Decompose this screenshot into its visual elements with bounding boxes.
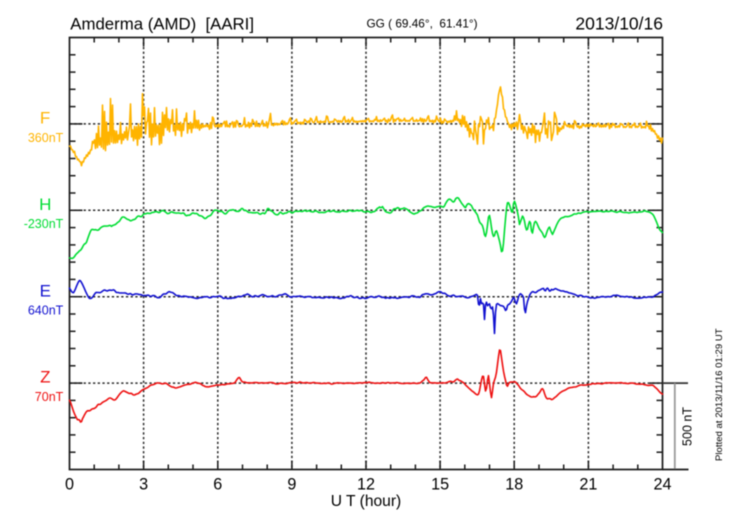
svg-text:GG ( 69.46°, 61.41°): GG ( 69.46°, 61.41°) — [367, 16, 478, 30]
svg-text:2013/10/16: 2013/10/16 — [575, 14, 663, 34]
svg-text:Z: Z — [40, 368, 50, 387]
svg-text:24: 24 — [653, 475, 671, 493]
svg-text:12: 12 — [357, 475, 375, 493]
svg-text:F: F — [40, 109, 50, 128]
svg-text:H: H — [39, 195, 51, 214]
svg-text:18: 18 — [505, 475, 523, 493]
svg-text:9: 9 — [287, 475, 296, 493]
svg-text:70nT: 70nT — [35, 390, 64, 404]
svg-text:500 nT: 500 nT — [681, 407, 695, 446]
svg-text:-230nT: -230nT — [24, 217, 64, 231]
svg-text:6: 6 — [213, 475, 222, 493]
svg-text:U T (hour): U T (hour) — [331, 493, 401, 510]
svg-text:Amderma (AMD) [AARI]: Amderma (AMD) [AARI] — [70, 15, 254, 34]
svg-text:15: 15 — [431, 475, 449, 493]
svg-text:E: E — [40, 281, 51, 300]
svg-text:0: 0 — [65, 475, 74, 493]
svg-text:360nT: 360nT — [28, 131, 64, 145]
svg-text:3: 3 — [139, 475, 148, 493]
svg-text:21: 21 — [579, 475, 597, 493]
svg-text:640nT: 640nT — [28, 304, 64, 318]
svg-text:Plotted at 2013/11/16 01:29 UT: Plotted at 2013/11/16 01:29 UT — [714, 328, 725, 461]
